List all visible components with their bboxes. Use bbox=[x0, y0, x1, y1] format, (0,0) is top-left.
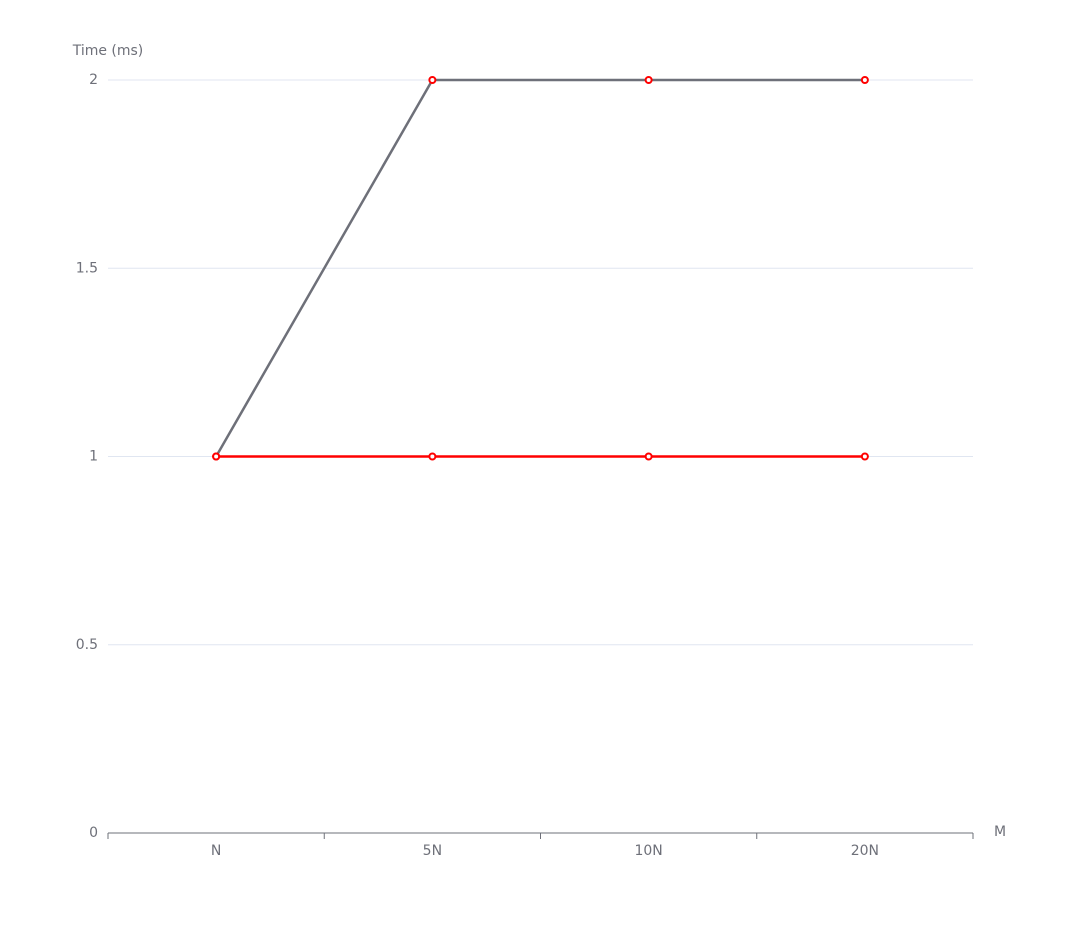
x-tick-label: 5N bbox=[423, 843, 442, 859]
y-tick-label: 2 bbox=[89, 72, 98, 88]
y-tick-label: 1 bbox=[89, 449, 98, 465]
point-marker bbox=[212, 452, 221, 461]
series-line bbox=[215, 78, 865, 458]
y-tick-label: 1.5 bbox=[76, 260, 98, 276]
point-marker bbox=[644, 452, 653, 461]
x-tick-label: 10N bbox=[634, 843, 662, 859]
point-marker bbox=[428, 452, 437, 461]
y-tick-label: 0 bbox=[89, 825, 98, 841]
point-marker bbox=[644, 76, 653, 84]
x-axis-label: M bbox=[994, 824, 1006, 840]
point-marker bbox=[860, 452, 869, 461]
point-marker bbox=[428, 76, 437, 84]
y-tick-label: 0.5 bbox=[76, 637, 98, 653]
y-axis-label: Time (ms) bbox=[72, 43, 144, 59]
point-marker bbox=[860, 76, 869, 84]
x-tick-label: N bbox=[211, 843, 221, 859]
x-tick-label: 20N bbox=[851, 843, 879, 859]
